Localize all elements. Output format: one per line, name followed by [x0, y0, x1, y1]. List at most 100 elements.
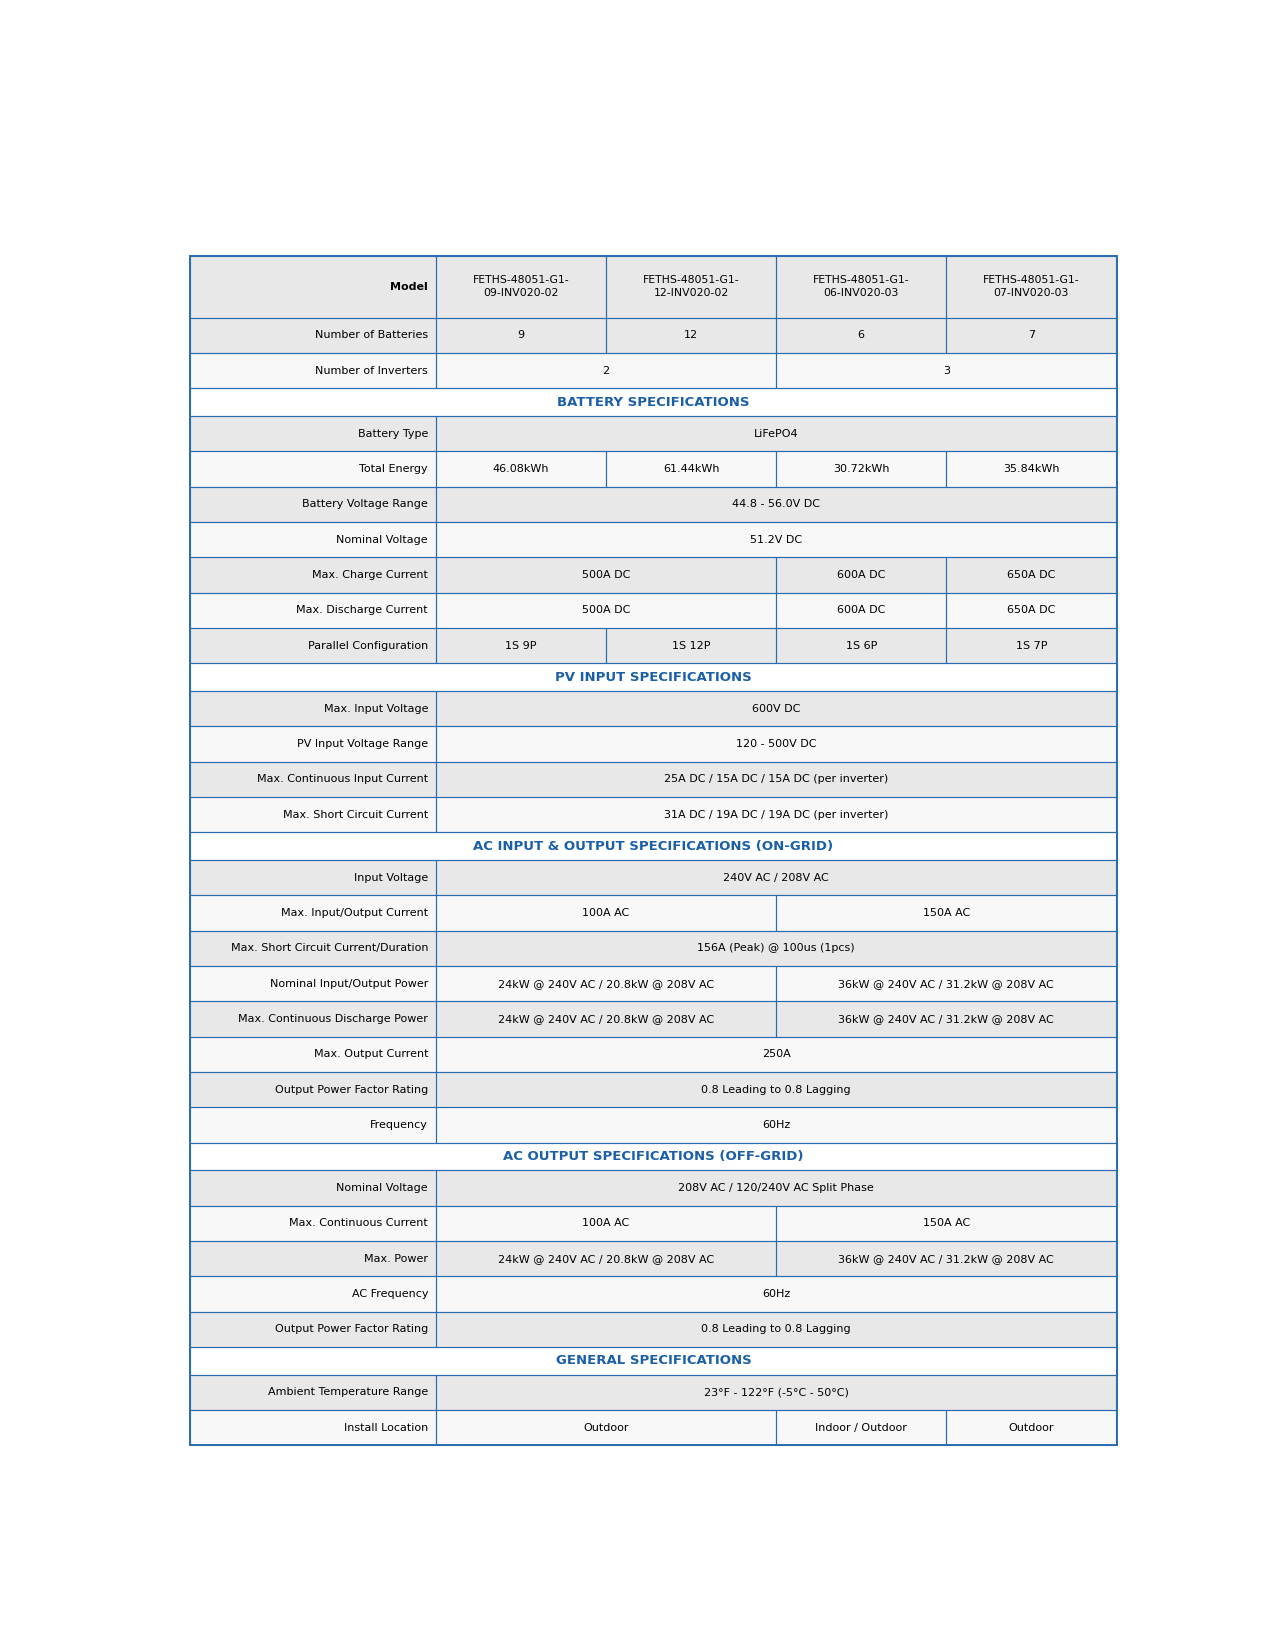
Text: 240V AC / 208V AC: 240V AC / 208V AC [723, 873, 829, 883]
Text: Max. Short Circuit Current: Max. Short Circuit Current [283, 810, 428, 820]
Bar [776, 1241, 1117, 1277]
Bar [776, 629, 946, 663]
Bar [436, 1206, 776, 1241]
Bar [606, 629, 776, 663]
Bar [436, 1002, 776, 1036]
Bar [190, 1072, 436, 1107]
Bar [436, 1036, 1117, 1072]
Text: PV Input Voltage Range: PV Input Voltage Range [297, 739, 428, 749]
Bar [776, 353, 1117, 388]
Bar [776, 965, 1117, 1002]
Text: Battery Type: Battery Type [358, 429, 428, 439]
Text: 30.72kWh: 30.72kWh [833, 464, 890, 474]
Text: Max. Output Current: Max. Output Current [314, 1049, 428, 1059]
Bar [606, 256, 776, 317]
Bar [190, 1374, 436, 1411]
Text: Parallel Configuration: Parallel Configuration [307, 640, 428, 650]
Bar [190, 965, 436, 1002]
Text: 35.84kWh: 35.84kWh [1003, 464, 1060, 474]
Bar [436, 629, 606, 663]
Bar [436, 1107, 1117, 1143]
Bar [436, 797, 1117, 832]
Text: FETHS-48051-G1-
09-INV020-02: FETHS-48051-G1- 09-INV020-02 [473, 276, 569, 299]
Bar [436, 691, 1117, 726]
Bar [190, 1312, 436, 1346]
Bar [190, 965, 436, 1002]
Bar [436, 1277, 1117, 1312]
Bar [190, 896, 436, 931]
Text: AC INPUT & OUTPUT SPECIFICATIONS (ON-GRID): AC INPUT & OUTPUT SPECIFICATIONS (ON-GRI… [473, 840, 834, 853]
Bar [436, 353, 776, 388]
Bar [436, 726, 1117, 762]
Text: 31A DC / 19A DC / 19A DC (per inverter): 31A DC / 19A DC / 19A DC (per inverter) [664, 810, 889, 820]
Text: Output Power Factor Rating: Output Power Factor Rating [275, 1084, 428, 1094]
Bar [436, 1036, 1117, 1072]
Bar [776, 1241, 1117, 1277]
Bar [190, 832, 1117, 860]
Bar [436, 1170, 1117, 1206]
Text: 46.08kWh: 46.08kWh [492, 464, 550, 474]
Bar [946, 450, 1117, 487]
Text: BATTERY SPECIFICATIONS: BATTERY SPECIFICATIONS [557, 396, 750, 409]
Text: Max. Input Voltage: Max. Input Voltage [324, 703, 428, 714]
Bar [190, 353, 436, 388]
Bar [776, 1206, 1117, 1241]
Bar [190, 558, 436, 592]
Bar [190, 629, 436, 663]
Text: 1S 12P: 1S 12P [672, 640, 710, 650]
Bar [190, 1277, 436, 1312]
Bar [946, 592, 1117, 629]
Bar [190, 592, 436, 629]
Bar [190, 1346, 1117, 1374]
Text: 60Hz: 60Hz [762, 1120, 790, 1130]
Bar [776, 558, 946, 592]
Text: Ambient Temperature Range: Ambient Temperature Range [268, 1388, 428, 1398]
Text: 36kW @ 240V AC / 31.2kW @ 208V AC: 36kW @ 240V AC / 31.2kW @ 208V AC [839, 978, 1054, 988]
Text: Battery Voltage Range: Battery Voltage Range [302, 500, 428, 510]
Text: Number of Batteries: Number of Batteries [315, 330, 428, 340]
Text: 1S 7P: 1S 7P [1016, 640, 1047, 650]
Bar [190, 1107, 436, 1143]
Text: Max. Continuous Input Current: Max. Continuous Input Current [258, 774, 428, 784]
Bar [190, 931, 436, 965]
Text: 44.8 - 56.0V DC: 44.8 - 56.0V DC [732, 500, 820, 510]
Bar [606, 317, 776, 353]
Bar [190, 388, 1117, 416]
Bar [190, 797, 436, 832]
Text: 12: 12 [683, 330, 699, 340]
Bar [190, 592, 436, 629]
Bar [776, 1206, 1117, 1241]
Bar [436, 931, 1117, 965]
Bar [436, 1072, 1117, 1107]
Bar [776, 256, 946, 317]
Text: FETHS-48051-G1-
12-INV020-02: FETHS-48051-G1- 12-INV020-02 [643, 276, 740, 299]
Bar [606, 629, 776, 663]
Bar [946, 1411, 1117, 1445]
Text: Nominal Input/Output Power: Nominal Input/Output Power [270, 978, 428, 988]
Text: 1S 6P: 1S 6P [845, 640, 877, 650]
Bar [190, 1170, 436, 1206]
Bar [436, 317, 606, 353]
Text: 100A AC: 100A AC [583, 908, 630, 917]
Bar [776, 629, 946, 663]
Text: 24kW @ 240V AC / 20.8kW @ 208V AC: 24kW @ 240V AC / 20.8kW @ 208V AC [499, 1015, 714, 1025]
Text: Frequency: Frequency [370, 1120, 428, 1130]
Bar [436, 797, 1117, 832]
Bar [436, 521, 1117, 558]
Text: 23°F - 122°F (-5°C - 50°C): 23°F - 122°F (-5°C - 50°C) [704, 1388, 849, 1398]
Bar [946, 256, 1117, 317]
Bar [190, 1374, 436, 1411]
Bar [436, 1374, 1117, 1411]
Bar [436, 1411, 776, 1445]
Bar [190, 450, 436, 487]
Bar [776, 1411, 946, 1445]
Bar [436, 256, 606, 317]
Bar [606, 256, 776, 317]
Text: FETHS-48051-G1-
06-INV020-03: FETHS-48051-G1- 06-INV020-03 [813, 276, 909, 299]
Bar [190, 860, 436, 896]
Bar [946, 317, 1117, 353]
Text: Model: Model [390, 282, 428, 292]
Bar [606, 450, 776, 487]
Bar [436, 1374, 1117, 1411]
Text: 500A DC: 500A DC [581, 606, 630, 615]
